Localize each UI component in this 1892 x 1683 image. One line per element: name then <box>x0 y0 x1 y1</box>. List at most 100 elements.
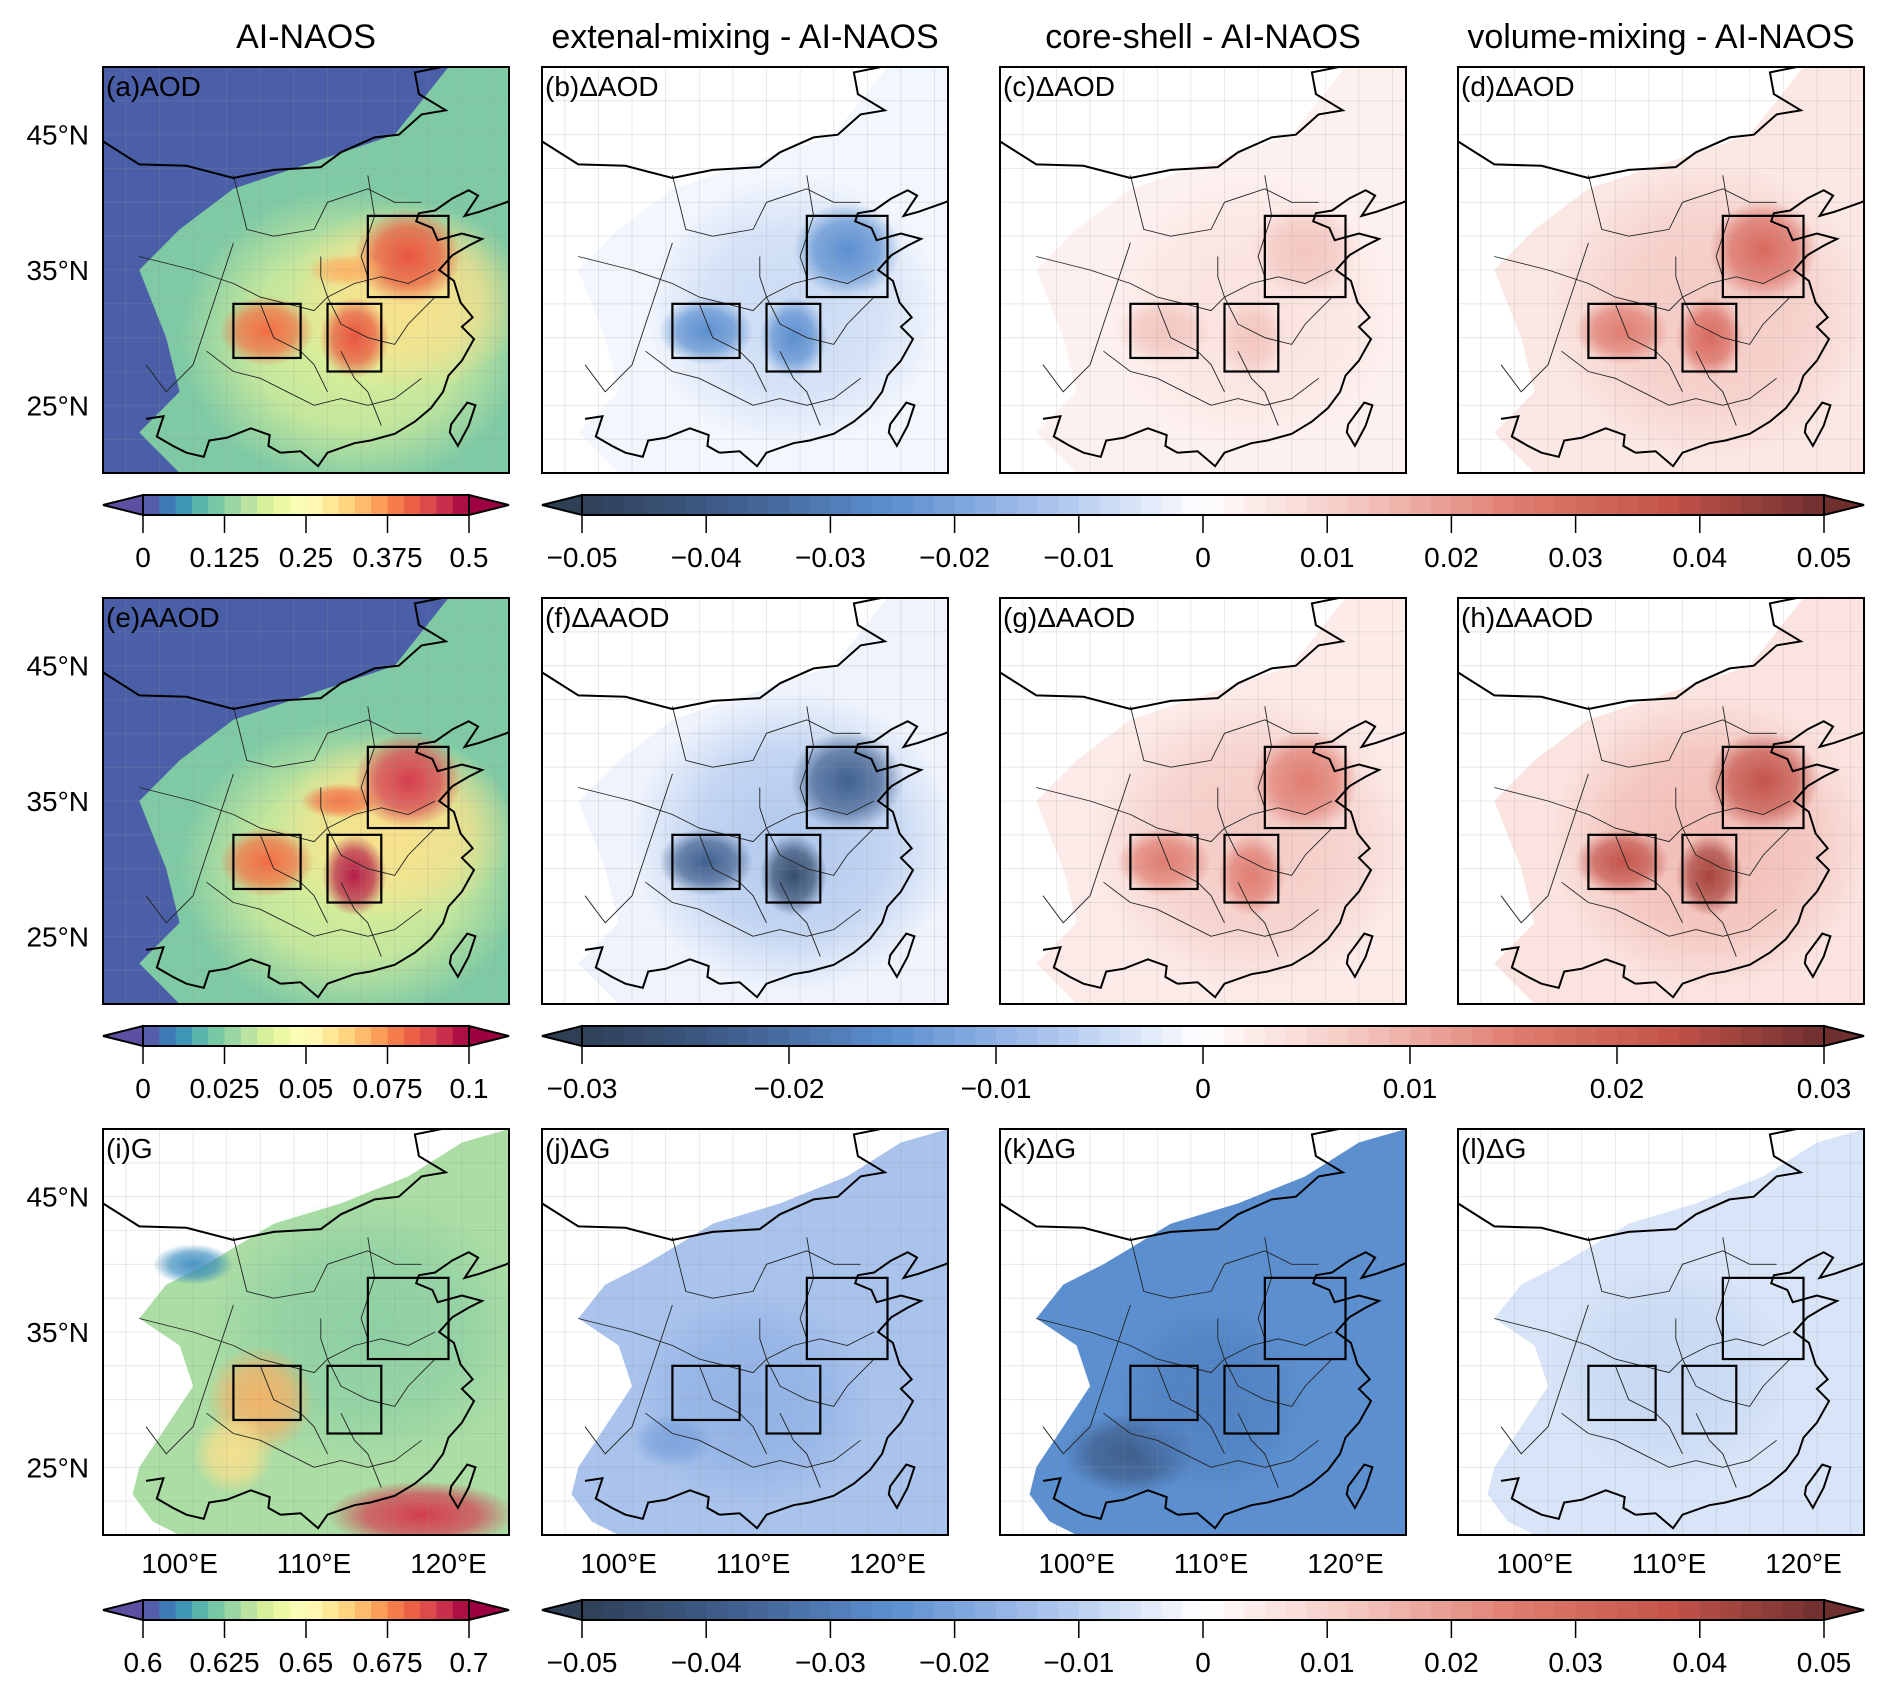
region-box-central-china <box>765 1364 822 1435</box>
colorbar-tick-label: 0.03 <box>1548 542 1603 573</box>
colorbar-segment <box>1078 495 1100 515</box>
colorbar-segment <box>306 1026 323 1046</box>
panel-frame <box>1457 1128 1865 1536</box>
colorbar-tick-label: −0.05 <box>547 1647 618 1678</box>
colorbar-segment <box>830 1600 852 1620</box>
colorbar-segment <box>706 1026 728 1046</box>
colorbar-segment <box>338 1600 356 1620</box>
panel-label: (g)ΔAAOD <box>1003 602 1135 633</box>
field-blob <box>658 828 754 896</box>
colorbar-segment <box>1058 495 1080 515</box>
colorbar-segment <box>1037 1600 1059 1620</box>
colorbar-segment <box>975 495 997 515</box>
field-blob <box>1706 730 1820 831</box>
national-border <box>103 598 449 711</box>
province-border <box>1036 256 1333 312</box>
colorbar-segment <box>403 495 421 515</box>
colorbar-segment <box>1658 1026 1680 1046</box>
colorbar-tick-label: −0.02 <box>754 1073 825 1104</box>
province-border <box>671 175 861 237</box>
colorbar-min-extend <box>102 1024 144 1048</box>
colorbar-segment <box>1803 1600 1825 1620</box>
colorbar-segment <box>1720 495 1742 515</box>
colorbar-segment <box>954 1026 976 1046</box>
colorbar-min-extend <box>541 1598 583 1622</box>
coastline <box>719 189 948 468</box>
colorbar-segment <box>1492 1600 1514 1620</box>
colorbar-segment <box>1140 495 1163 515</box>
province-border <box>232 1237 422 1299</box>
taiwan-outline <box>1803 401 1832 448</box>
colorbar-segment <box>996 1026 1018 1046</box>
colorbar-segment <box>1410 495 1432 515</box>
colorbar-segment <box>338 495 356 515</box>
colorbar-segment <box>322 1600 340 1620</box>
lon-label: 110°E <box>716 1548 791 1579</box>
panel-frame <box>999 597 1407 1005</box>
colorbar-tick-label: 0.05 <box>279 1073 334 1104</box>
province-border <box>1561 350 1777 406</box>
colorbar-segment <box>452 1026 470 1046</box>
colorbar-segment <box>1637 1600 1659 1620</box>
colorbar-segment <box>1244 495 1266 515</box>
province-border <box>320 787 436 876</box>
colorbar-tick-label: 0.01 <box>1300 1647 1355 1678</box>
colorbar-segment <box>289 1600 307 1620</box>
national-border <box>1458 598 1804 711</box>
map-panels: (a)AOD 45°N 35°N 25°N (b)ΔAOD (c)ΔAOD (d)ΔAOD (… <box>26 66 1865 1579</box>
colorbar-segment <box>975 1600 997 1620</box>
colorbar-segment <box>623 1600 645 1620</box>
province-border <box>1695 351 1737 426</box>
colorbar-segment <box>257 1026 274 1046</box>
field-blob <box>327 1480 509 1535</box>
colorbar-segment <box>1430 1026 1452 1046</box>
panel-frame <box>102 66 510 474</box>
colorbar-segment <box>1182 495 1204 515</box>
colorbar-segment <box>1699 495 1721 515</box>
colorbar-segment <box>257 495 274 515</box>
colorbar-max-extend <box>1823 1024 1865 1048</box>
panel-label: (j)ΔG <box>545 1133 610 1164</box>
province-border <box>584 1304 673 1455</box>
region-box-north-china-plain <box>1721 214 1805 299</box>
colorbar-segment <box>436 1026 454 1046</box>
region-box-north-china-plain <box>1263 745 1347 830</box>
colorbar-segment <box>159 1600 177 1620</box>
colorbar-segment <box>644 1026 666 1046</box>
colorbar-segment <box>1347 1026 1370 1046</box>
colorbar-segment <box>1534 1026 1556 1046</box>
colorbar-segment <box>175 495 193 515</box>
colorbar-segment <box>1451 1026 1473 1046</box>
colorbar-segment <box>1078 1026 1100 1046</box>
province-border <box>779 351 821 426</box>
panel-label: (b)ΔAOD <box>545 71 659 102</box>
province-border <box>206 1412 422 1468</box>
colorbar-segment <box>1410 1026 1432 1046</box>
province-border <box>340 882 382 957</box>
panel-label: (c)ΔAOD <box>1003 71 1115 102</box>
colorbar-segment <box>1120 495 1142 515</box>
colorbar-segment <box>851 1600 873 1620</box>
colorbar-segment <box>240 1026 258 1046</box>
colorbar-segment <box>1782 495 1804 515</box>
colorbar-segment <box>1203 1026 1225 1046</box>
panel-frame <box>541 66 949 474</box>
region-box-north-china-plain <box>1721 745 1805 830</box>
colorbar-segment <box>273 495 291 515</box>
region-box-sichuan-basin <box>1587 1364 1657 1422</box>
colorbar-segment <box>1803 1026 1825 1046</box>
region-box-sichuan-basin <box>671 833 741 891</box>
colorbar-tick-label: 0.03 <box>1548 1647 1603 1678</box>
national-border <box>103 1129 449 1242</box>
colorbar-segment <box>1140 1026 1163 1046</box>
colorbar-segment <box>371 1026 388 1046</box>
colorbar-segment <box>644 1600 666 1620</box>
coastline <box>719 1251 948 1530</box>
colorbar-segment <box>789 1026 811 1046</box>
colorbar-segment <box>420 1026 437 1046</box>
colorbar-segment <box>1265 1026 1287 1046</box>
colorbar-segment <box>644 495 666 515</box>
colorbar-segment <box>1389 495 1411 515</box>
province-border <box>1675 1318 1791 1407</box>
